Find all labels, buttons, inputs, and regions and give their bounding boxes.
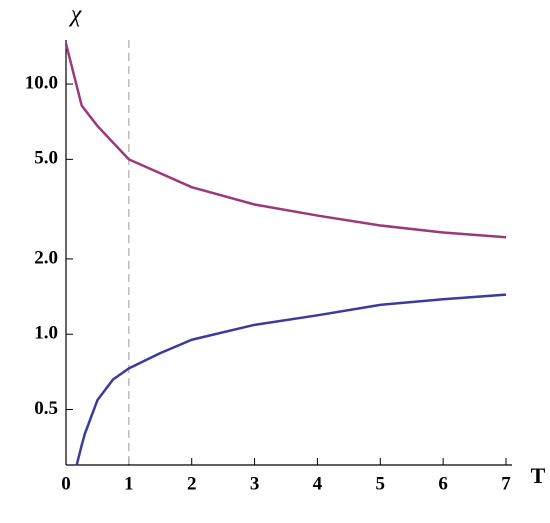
x-tick-label: 5 — [376, 473, 386, 494]
line-series — [64, 43, 507, 239]
x-tick-label: 0 — [61, 473, 71, 494]
x-tick-label: 3 — [250, 473, 260, 494]
x-tick-label: 2 — [187, 473, 197, 494]
x-tick-label: 6 — [438, 473, 448, 494]
x-tick-label: 1 — [124, 473, 134, 494]
y-tick-label: 1.0 — [34, 323, 58, 344]
line-series — [75, 293, 507, 466]
y-tick-label: 2.0 — [34, 247, 58, 268]
x-tick-label: 4 — [313, 473, 323, 494]
y-axis-label: χ — [69, 2, 83, 28]
y-tick-label: 10.0 — [25, 72, 58, 93]
y-tick-label: 5.0 — [34, 148, 58, 169]
x-axis-label: T — [531, 463, 546, 488]
y-tick-label: 0.5 — [34, 398, 58, 419]
x-tick-label: 7 — [501, 473, 511, 494]
